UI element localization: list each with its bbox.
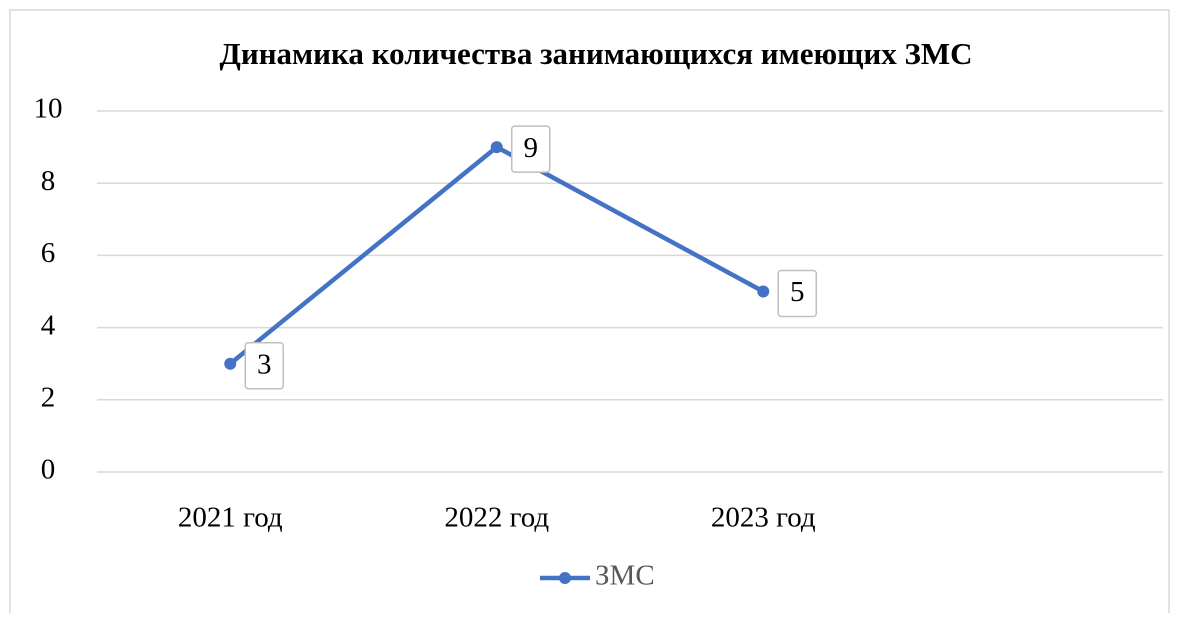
y-tick-label: 10: [34, 93, 63, 125]
y-tick-label: 6: [41, 237, 56, 269]
data-label-box: [511, 125, 551, 173]
y-tick-label: 2: [41, 381, 56, 413]
data-label: 3: [257, 348, 272, 380]
x-tick-label: 2021 год: [178, 502, 283, 534]
x-tick-label: 2022 год: [444, 502, 549, 534]
legend-marker: [559, 572, 571, 584]
data-label: 9: [524, 132, 539, 164]
x-tick-label: 2023 год: [711, 502, 816, 534]
y-tick-label: 0: [41, 454, 56, 486]
point: [757, 285, 770, 298]
data-label: 5: [790, 276, 805, 308]
point: [224, 357, 237, 370]
y-tick-label: 4: [41, 309, 56, 341]
data-label-box: [244, 341, 284, 390]
data-label-box: [777, 269, 817, 318]
y-tick-label: 8: [41, 165, 56, 197]
point: [490, 141, 503, 154]
chart-title: Динамика количества занимающихся имеющих…: [220, 36, 973, 71]
legend-label: ЗМС: [595, 560, 655, 592]
